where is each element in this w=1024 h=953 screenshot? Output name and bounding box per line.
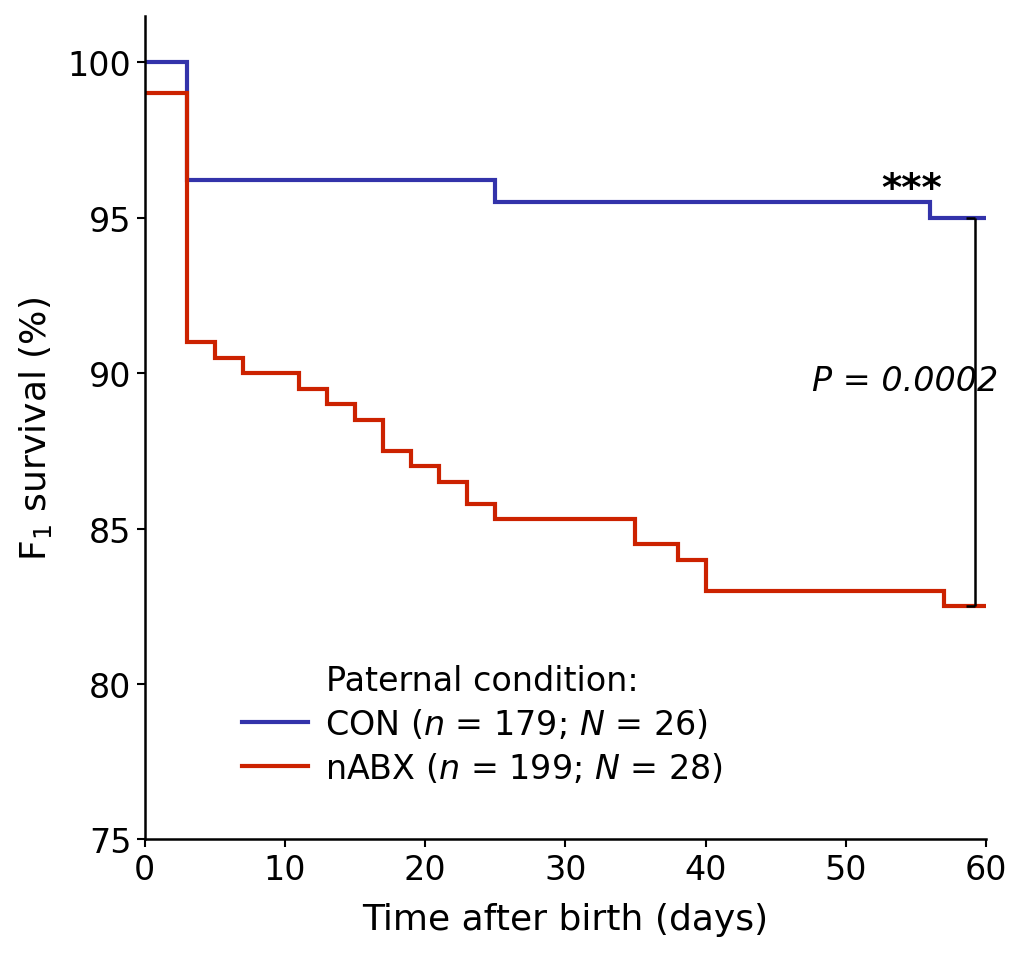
Y-axis label: F$_1$ survival (%): F$_1$ survival (%) [16, 296, 53, 560]
Legend: CON ($n$ = 179; $N$ = 26), nABX ($n$ = 199; $N$ = 28): CON ($n$ = 179; $N$ = 26), nABX ($n$ = 1… [228, 651, 736, 799]
Text: P = 0.0002: P = 0.0002 [812, 365, 997, 398]
X-axis label: Time after birth (days): Time after birth (days) [362, 902, 768, 937]
Text: ***: *** [882, 172, 942, 210]
